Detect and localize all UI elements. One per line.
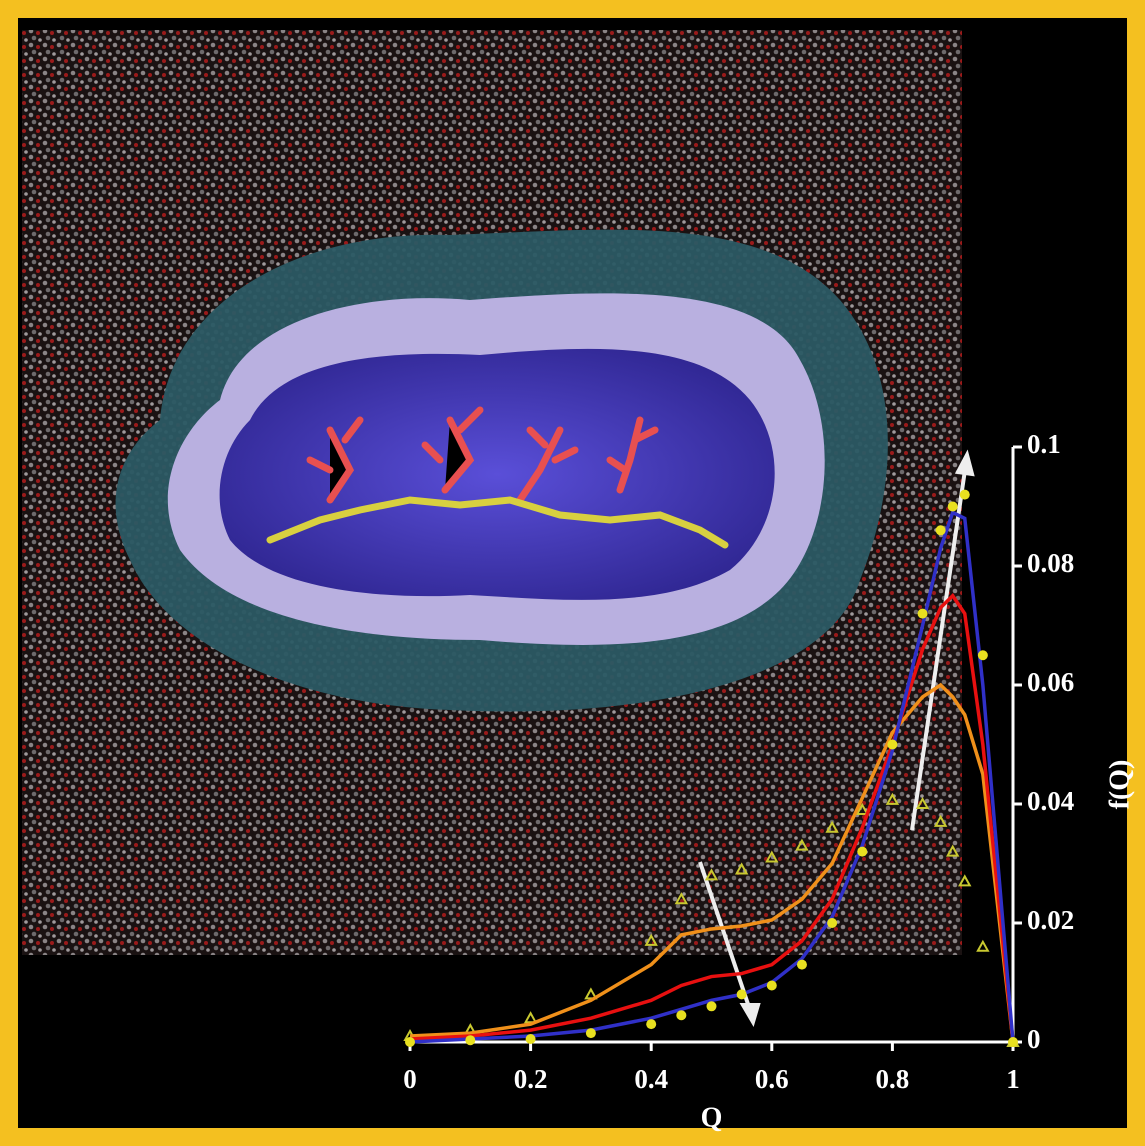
triangle-marker	[734, 862, 749, 875]
triangle-marker	[915, 796, 930, 809]
circle-marker	[977, 650, 988, 661]
y-tick-label: 0.06	[1027, 667, 1074, 697]
x-tick-label: 0.4	[634, 1064, 668, 1094]
circle-marker	[405, 1037, 415, 1047]
triangle-marker	[825, 820, 839, 833]
circle-marker	[736, 989, 747, 1000]
y-tick-label: 0.02	[1027, 905, 1074, 935]
circle-marker	[935, 525, 946, 536]
protein-core	[219, 348, 775, 600]
circle-marker	[887, 739, 898, 750]
x-tick-label: 0.2	[514, 1064, 548, 1094]
circle-marker	[947, 501, 958, 512]
circle-marker	[959, 489, 970, 500]
plot: 0 0.2 0.4 0.6 0.8 100.020.040.060.080.1Qf(Q)	[403, 429, 1135, 1133]
backbone	[266, 496, 729, 549]
triangle-marker	[795, 838, 809, 851]
circle-marker	[525, 1034, 536, 1045]
x-tick-label: 0.8	[876, 1064, 910, 1094]
y-tick-label: 0.08	[1027, 548, 1074, 578]
side-chains	[306, 406, 659, 504]
x-tick-label: 1	[1006, 1064, 1020, 1094]
y-tick-label: 0.04	[1027, 786, 1074, 816]
y-tick-label: 0	[1027, 1024, 1041, 1054]
circle-marker	[796, 959, 807, 970]
circle-marker	[857, 846, 868, 857]
circle-marker	[827, 918, 838, 928]
circle-marker	[706, 1001, 717, 1012]
triangle-marker	[674, 892, 689, 905]
triangle-marker	[523, 1011, 538, 1024]
circle-marker	[1008, 1037, 1018, 1047]
triangle-marker	[855, 802, 869, 815]
triangle-marker	[958, 874, 972, 887]
triangle-marker	[946, 844, 960, 857]
triangle-marker	[704, 868, 719, 881]
circle-marker	[646, 1019, 657, 1030]
triangle-marker	[976, 939, 990, 952]
circle-marker	[465, 1035, 476, 1046]
y-tick-label: 0.1	[1027, 429, 1061, 459]
circle-marker	[766, 980, 777, 991]
x-axis-label: Q	[701, 1102, 723, 1133]
x-tick-label: 0.6	[755, 1064, 789, 1094]
triangle-marker	[644, 933, 658, 946]
y-axis-label: f(Q)	[1104, 760, 1135, 810]
triangle-marker	[933, 814, 948, 827]
series-line	[409, 682, 1015, 1043]
triangle-marker	[885, 792, 900, 805]
series-line	[409, 593, 1015, 1043]
x-tick-label: 0	[403, 1064, 417, 1094]
triangle-marker	[765, 850, 779, 863]
circle-marker	[917, 608, 928, 619]
circle-marker	[676, 1010, 687, 1021]
circle-marker	[585, 1028, 596, 1039]
arrows	[698, 449, 975, 1027]
